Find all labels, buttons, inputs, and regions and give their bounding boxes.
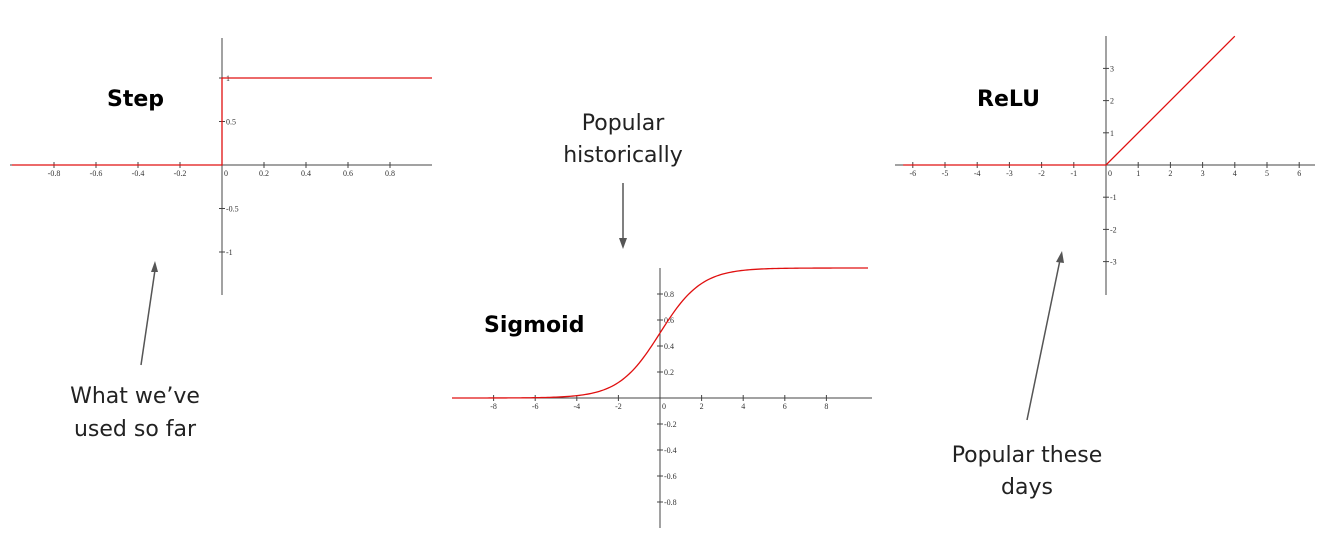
relu-x-tick-label: 2 [1168, 169, 1172, 178]
step-x-tick-label: 0.2 [259, 169, 269, 178]
sigmoid-x-tick-label: -6 [532, 402, 539, 411]
sigmoid-x-tick-label: 4 [741, 402, 745, 411]
step-annotation-arrow [140, 261, 158, 366]
sigmoid-curve [452, 267, 868, 399]
relu-y-tick-label: 3 [1110, 64, 1114, 73]
sigmoid-chart-title: Sigmoid [484, 313, 584, 338]
relu-y-tick-label: -3 [1110, 258, 1117, 267]
relu-x-tick-label: 1 [1136, 169, 1140, 178]
relu-x-tick-label: 3 [1201, 169, 1205, 178]
sigmoid-y-tick-label: 0.8 [664, 290, 674, 299]
relu-chart-title: ReLU [977, 87, 1040, 112]
sigmoid-y-tick-label: 0.4 [664, 342, 674, 351]
relu-x-tick-label: -5 [942, 169, 949, 178]
step-x-tick-label: -0.6 [90, 169, 103, 178]
step-annotation-line2: used so far [74, 417, 197, 442]
sigmoid-x-tick-label: 0 [662, 402, 666, 411]
step-curve [12, 77, 432, 166]
relu-x-tick-label: -4 [974, 169, 981, 178]
step-x-tick-label: 0.6 [343, 169, 353, 178]
relu-annotation-line2: days [1001, 475, 1053, 500]
relu-annotation-line1: Popular these [952, 443, 1103, 468]
step-chart: -0.8 -0.6 -0.4 -0.2 0 0.2 0.4 0.6 0.810.5-0.5-1 [10, 38, 432, 295]
relu-y-tick-label: 2 [1110, 97, 1114, 106]
sigmoid-x-tick-label: -4 [573, 402, 580, 411]
sigmoid-y-tick-label: -0.2 [664, 420, 677, 429]
relu-y-tick-label: 1 [1110, 129, 1114, 138]
sigmoid-x-tick-label: 8 [824, 402, 828, 411]
sigmoid-annotation-arrow [619, 183, 627, 249]
sigmoid-x-tick-label: -8 [490, 402, 497, 411]
relu-x-tick-label: -1 [1070, 169, 1077, 178]
step-x-tick-label: 0 [224, 169, 228, 178]
relu-x-tick-label: 6 [1297, 169, 1301, 178]
step-annotation-line1: What we’ve [70, 384, 200, 409]
step-y-tick-label: -0.5 [226, 205, 239, 214]
step-x-tick-label: -0.8 [48, 169, 61, 178]
step-x-tick-label: 0.4 [301, 169, 311, 178]
relu-x-tick-label: -3 [1006, 169, 1013, 178]
relu-annotation-arrow [1026, 251, 1064, 421]
sigmoid-y-tick-label: 0.2 [664, 368, 674, 377]
relu-y-tick-label: -1 [1110, 193, 1117, 202]
step-x-tick-label: -0.2 [174, 169, 187, 178]
relu-x-tick-label: 5 [1265, 169, 1269, 178]
step-chart-title: Step [107, 87, 164, 112]
relu-curve [903, 35, 1236, 166]
relu-chart: -6 -5 -4 -3 -2 -1 0 1 2 3 4 5 6 3 2 1 -1 -2 -3 [895, 35, 1315, 295]
sigmoid-annotation-line1: Popular [582, 111, 665, 136]
sigmoid-y-tick-label: -0.4 [664, 446, 677, 455]
step-y-tick-label: 0.5 [226, 118, 236, 127]
relu-x-tick-label: -2 [1038, 169, 1045, 178]
relu-y-tick-label: -2 [1110, 225, 1117, 234]
sigmoid-x-tick-label: 2 [700, 402, 704, 411]
sigmoid-y-tick-label: 0.6 [664, 316, 674, 325]
step-x-tick-label: -0.4 [132, 169, 145, 178]
relu-x-tick-label: 0 [1108, 169, 1112, 178]
sigmoid-chart: -8 -6 -4 -2 0 2 4 6 8 0.8 0.6 0.4 0.2 -0.2 -0.4 -0.6 -0.… [452, 267, 872, 528]
sigmoid-x-tick-label: 6 [783, 402, 787, 411]
relu-x-tick-label: 4 [1233, 169, 1237, 178]
step-x-tick-label: 0.8 [385, 169, 395, 178]
step-y-tick-label: -1 [226, 248, 233, 257]
sigmoid-x-tick-label: -2 [615, 402, 622, 411]
sigmoid-annotation-line2: historically [563, 143, 683, 168]
sigmoid-y-tick-label: -0.6 [664, 472, 677, 481]
sigmoid-y-tick-label: -0.8 [664, 498, 677, 507]
relu-x-tick-label: -6 [909, 169, 916, 178]
